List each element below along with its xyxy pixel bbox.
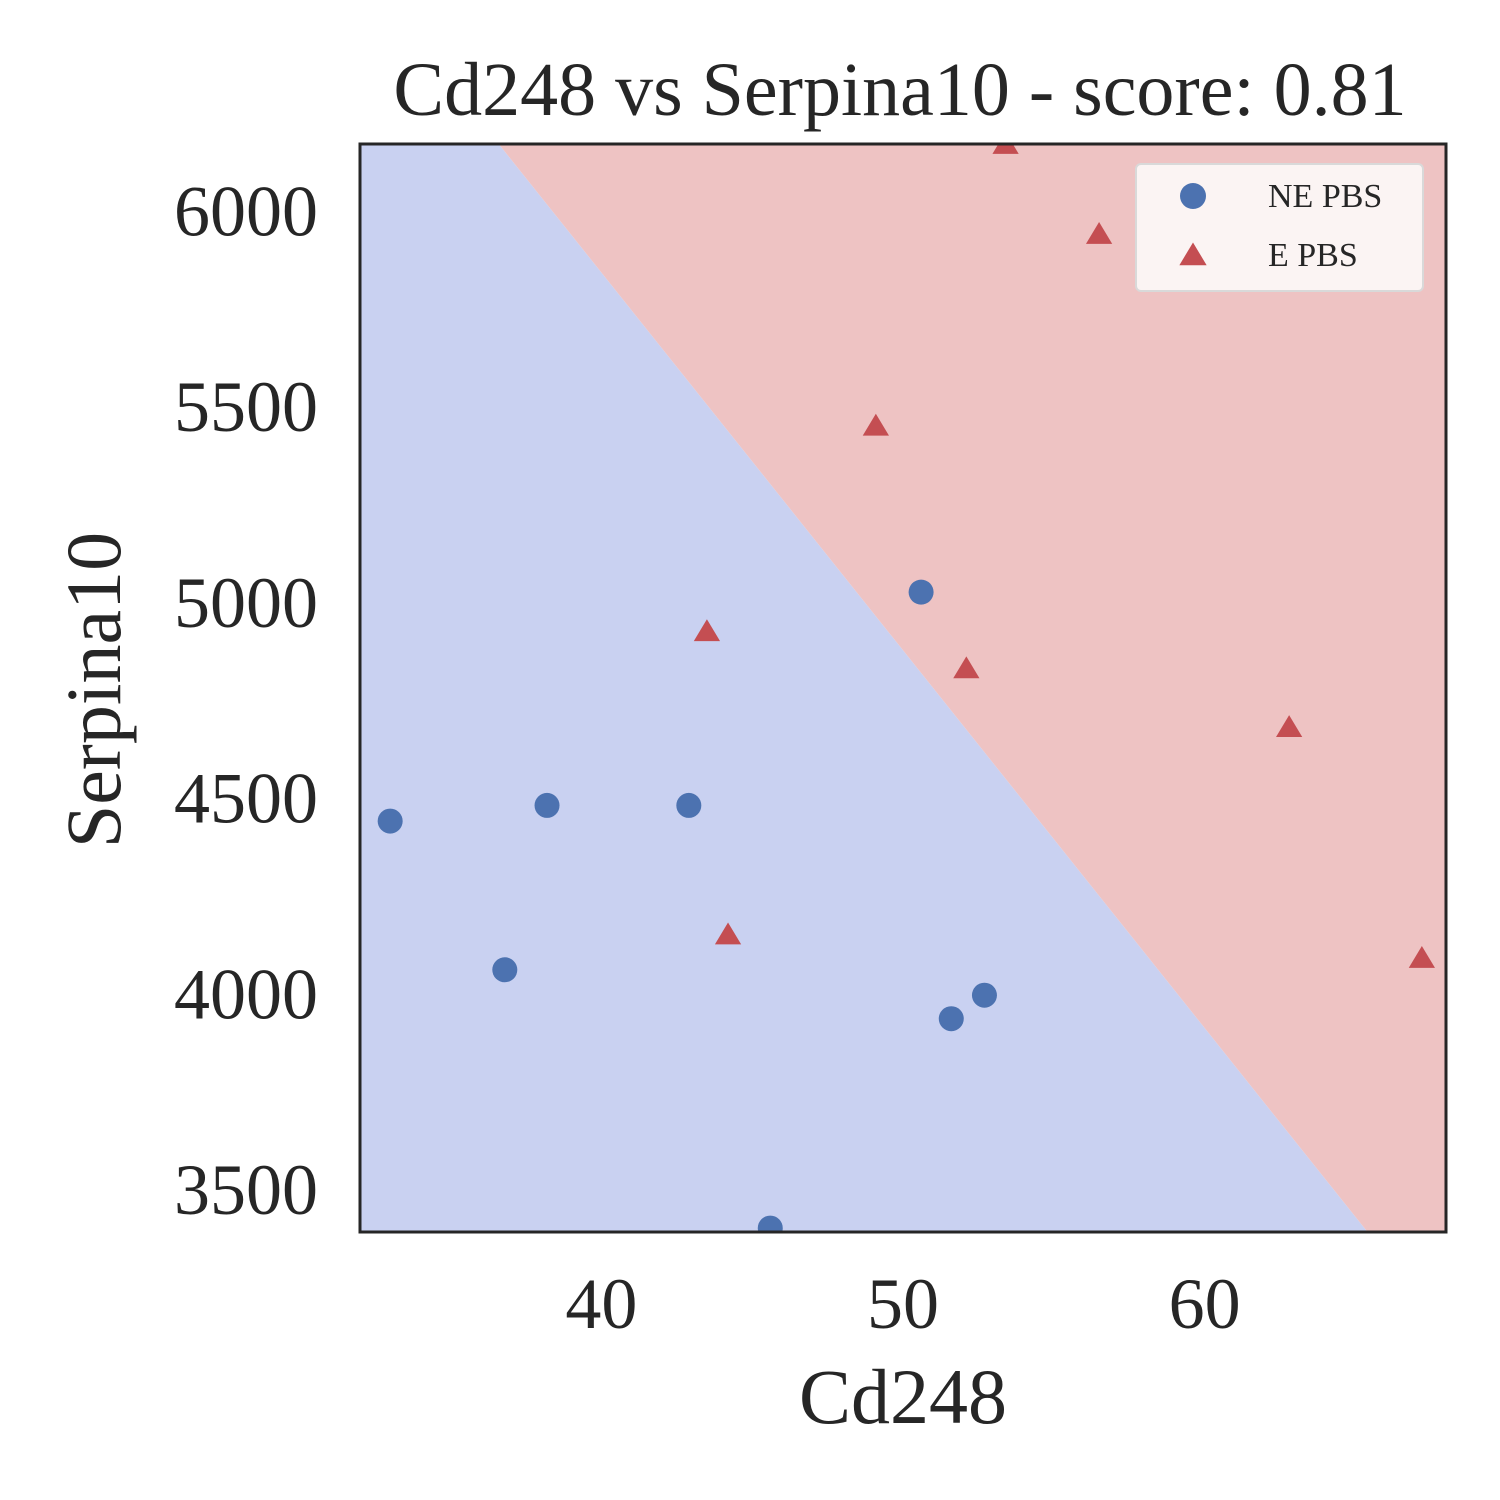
y-axis-ticks: 3500 4000 4500 5000 5500 6000 (174, 172, 318, 1230)
point-e-pbs (714, 922, 742, 945)
legend-marker-ne-pbs (1180, 183, 1206, 209)
legend-label-e-pbs: E PBS (1268, 237, 1358, 274)
region-e-pbs (498, 144, 1446, 1232)
point-ne-pbs (534, 792, 560, 818)
point-e-pbs (1408, 946, 1435, 968)
point-ne-pbs (971, 982, 997, 1008)
point-e-pbs (1276, 715, 1303, 737)
x-axis-ticks: 40 50 60 (565, 1264, 1240, 1344)
point-e-pbs (862, 413, 889, 436)
y-axis-label: Serpina10 (50, 532, 137, 848)
plot-frame (358, 142, 1448, 1234)
legend: NE PBS E PBS (1135, 163, 1424, 292)
point-e-pbs (953, 656, 980, 679)
y-tick-label: 3500 (174, 1150, 318, 1230)
x-tick-label: 60 (1169, 1264, 1241, 1344)
y-tick-label: 4000 (174, 954, 318, 1034)
legend-label-ne-pbs: NE PBS (1268, 178, 1382, 215)
chart-title: Cd248 vs Serpina10 - score: 0.81 (393, 48, 1406, 132)
x-tick-label: 50 (867, 1264, 939, 1344)
point-e-pbs (1085, 221, 1113, 244)
y-tick-label: 4500 (174, 759, 318, 839)
point-e-pbs (992, 144, 1019, 154)
x-axis-label: Cd248 (799, 1353, 1007, 1440)
y-tick-label: 5500 (174, 367, 318, 447)
legend-marker-e-pbs (1179, 242, 1207, 266)
point-ne-pbs (676, 792, 702, 818)
point-e-pbs (693, 619, 721, 642)
x-tick-label: 40 (565, 1264, 637, 1344)
point-ne-pbs (492, 957, 518, 983)
point-ne-pbs (377, 808, 403, 834)
y-tick-label: 5000 (174, 563, 318, 643)
plot-area (360, 144, 1446, 1232)
point-ne-pbs (938, 1006, 964, 1032)
legend-box (1135, 163, 1424, 292)
y-tick-label: 6000 (174, 172, 318, 252)
point-ne-pbs (757, 1215, 783, 1232)
point-ne-pbs (908, 579, 934, 605)
data-points (377, 144, 1435, 1232)
region-ne-pbs (360, 144, 1368, 1232)
